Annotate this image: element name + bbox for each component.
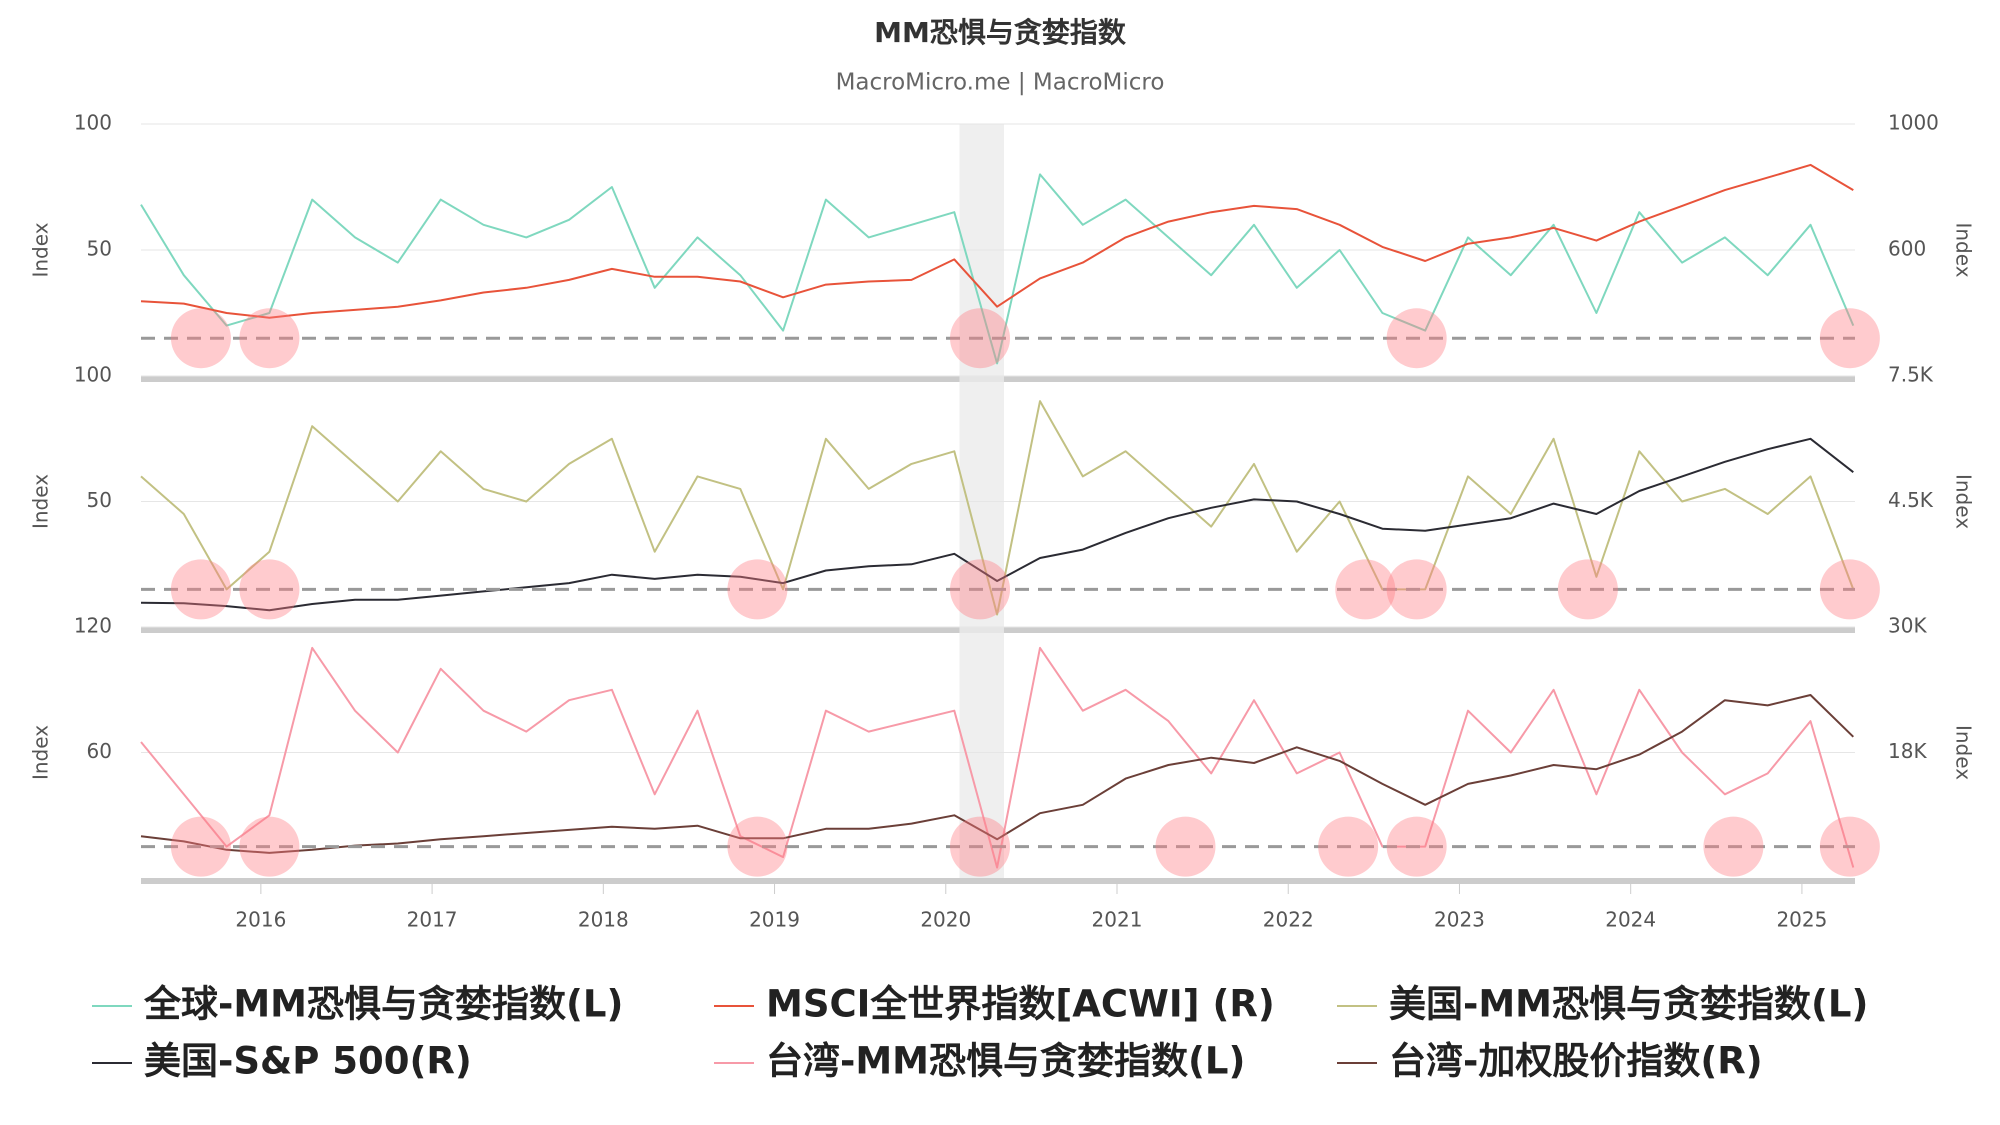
series-line <box>140 694 1854 854</box>
legend-label: 台湾-MM恐惧与贪婪指数(L) <box>766 1040 1245 1083</box>
x-tick-label: 2025 <box>1776 908 1827 932</box>
highlight-circle <box>1318 816 1379 877</box>
highlight-circle <box>1155 816 1216 877</box>
y2-tick-label: 4.5K <box>1888 488 1934 512</box>
highlight-circle <box>170 559 231 620</box>
highlight-circle <box>1819 816 1880 877</box>
highlight-circle <box>1386 308 1447 369</box>
y2-tick-label: 7.5K <box>1888 363 1934 387</box>
x-tick-label: 2019 <box>749 908 800 932</box>
y2-axis-label: Index <box>1952 725 1976 780</box>
highlight-circle <box>1819 559 1880 620</box>
y2-tick-label: 18K <box>1888 739 1927 763</box>
series-line <box>140 400 1855 616</box>
legend-label: 美国-MM恐惧与贪婪指数(L) <box>1389 983 1868 1026</box>
y2-tick-label: 30K <box>1888 614 1927 638</box>
y-tick-label: 100 <box>74 363 112 387</box>
highlight-circle <box>239 816 300 877</box>
highlight-circle <box>239 308 300 369</box>
y-tick-label: 50 <box>87 237 112 261</box>
x-tick-label: 2017 <box>407 908 458 932</box>
series-line <box>140 163 1854 319</box>
x-tick-label: 2018 <box>578 908 629 932</box>
x-tick-label: 2024 <box>1605 908 1656 932</box>
series-line <box>140 173 1855 365</box>
legend-label: MSCI全世界指数[ACWI] (R) <box>766 983 1275 1026</box>
highlight-circle <box>170 308 231 369</box>
highlight-circle <box>727 816 788 877</box>
y2-tick-label: 1000 <box>1888 111 1939 135</box>
y2-axis-label: Index <box>1952 222 1976 277</box>
x-tick-label: 2021 <box>1092 908 1143 932</box>
series-line <box>140 646 1855 869</box>
chart-title: MM恐惧与贪婪指数 <box>874 16 1127 49</box>
y-tick-label: 100 <box>74 111 112 135</box>
x-tick-label: 2022 <box>1263 908 1314 932</box>
highlight-circle <box>1703 816 1764 877</box>
x-tick-label: 2023 <box>1434 908 1485 932</box>
highlight-circle <box>1819 308 1880 369</box>
chart-subtitle: MacroMicro.me | MacroMicro <box>836 70 1165 96</box>
highlight-circle <box>950 559 1011 620</box>
highlight-circle <box>1557 559 1618 620</box>
y-tick-label: 120 <box>74 614 112 638</box>
x-tick-label: 2016 <box>235 908 286 932</box>
legend-label: 美国-S&P 500(R) <box>144 1040 472 1083</box>
legend-label: 台湾-加权股价指数(R) <box>1389 1040 1763 1083</box>
highlight-circle <box>170 816 231 877</box>
y-tick-label: 50 <box>87 488 112 512</box>
y2-axis-label: Index <box>1952 474 1976 529</box>
x-tick-label: 2020 <box>920 908 971 932</box>
y-axis-label: Index <box>29 222 53 277</box>
highlight-circle <box>239 559 300 620</box>
highlight-circle <box>950 816 1011 877</box>
y-axis-label: Index <box>29 725 53 780</box>
highlight-circle <box>1386 559 1447 620</box>
highlight-circle <box>950 308 1011 369</box>
series-line <box>140 437 1854 612</box>
y-axis-label: Index <box>29 474 53 529</box>
y2-tick-label: 600 <box>1888 237 1926 261</box>
legend-label: 全球-MM恐惧与贪婪指数(L) <box>143 983 623 1026</box>
highlight-circle <box>1335 559 1396 620</box>
highlight-circle <box>1386 816 1447 877</box>
highlight-circle <box>727 559 788 620</box>
y-tick-label: 60 <box>87 739 112 763</box>
